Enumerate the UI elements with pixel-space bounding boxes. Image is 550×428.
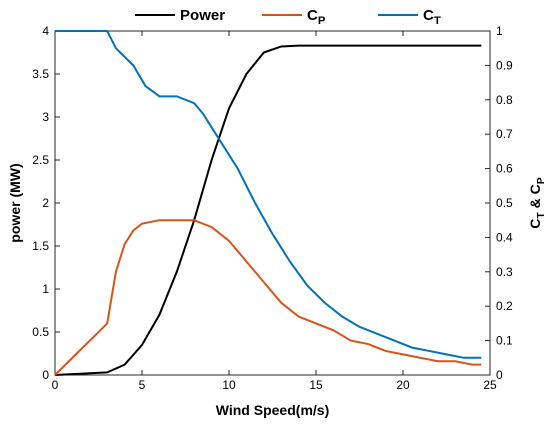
- y-tick-label: 0.5: [32, 325, 49, 339]
- x-tick-label: 20: [396, 378, 410, 392]
- y-tick-label: 1.5: [32, 239, 49, 253]
- x-tick-label: 5: [139, 378, 146, 392]
- x-tick-label: 25: [483, 378, 497, 392]
- y2-tick-label: 0.7: [496, 127, 513, 141]
- y2-tick-label: 0.4: [496, 230, 513, 244]
- x-tick-label: 0: [52, 378, 59, 392]
- plot-frame: [54, 30, 491, 376]
- x-tick-label: 10: [222, 378, 236, 392]
- y2-tick-label: 0.2: [496, 299, 513, 313]
- legend-label: Power: [180, 7, 225, 24]
- series-line: [54, 44, 482, 376]
- y-tick-label: 3: [42, 110, 49, 124]
- series-line: [54, 219, 482, 376]
- y2-tick-label: 1: [496, 24, 503, 38]
- y-tick-label: 2.5: [32, 153, 49, 167]
- y-tick-label: 3.5: [32, 67, 49, 81]
- y-axis-label: power (MW): [7, 163, 23, 242]
- y2-tick-label: 0.8: [496, 93, 513, 107]
- y2-tick-label: 0: [496, 368, 503, 382]
- x-tick-label: 15: [309, 378, 323, 392]
- y2-tick-label: 0.6: [496, 162, 513, 176]
- y-tick-label: 2: [42, 196, 49, 210]
- y-tick-label: 4: [42, 24, 49, 38]
- y2-tick-label: 0.5: [496, 196, 513, 210]
- legend-label: CP: [307, 7, 326, 27]
- y2-axis-label: CT & CP: [527, 177, 547, 229]
- y2-tick-label: 0.1: [496, 334, 513, 348]
- y-tick-label: 0: [42, 368, 49, 382]
- series-line: [55, 30, 482, 359]
- y2-tick-label: 0.9: [496, 58, 513, 72]
- y-tick-label: 1: [42, 282, 49, 296]
- y2-tick-label: 0.3: [496, 265, 513, 279]
- x-axis-label: Wind Speed(m/s): [216, 402, 330, 418]
- legend-label: CT: [423, 7, 441, 27]
